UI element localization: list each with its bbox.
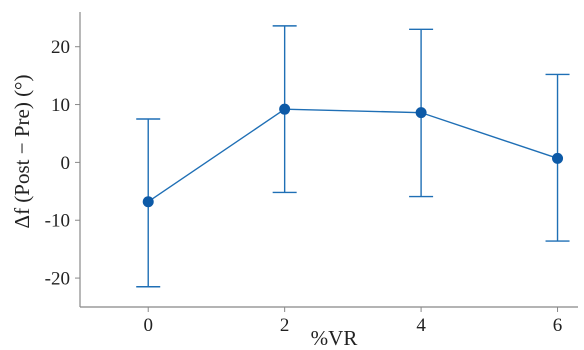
error-bars — [136, 25, 570, 288]
data-point — [142, 196, 154, 208]
x-tick-label: 2 — [280, 315, 290, 336]
data-point — [552, 152, 564, 164]
y-axis-title: Δf (Post − Pre) (°) — [10, 75, 34, 229]
data-point — [279, 103, 291, 115]
tick-labels: 0 2 4 6 -20 -10 0 10 20 — [45, 37, 563, 336]
y-tick-label: 0 — [61, 153, 71, 174]
series-line-layer — [147, 108, 558, 203]
x-axis-title: %VR — [311, 326, 358, 350]
y-tick-label: -20 — [45, 269, 70, 290]
y-tick-label: 10 — [51, 95, 70, 116]
y-tick-label: 20 — [51, 37, 70, 58]
data-points — [142, 103, 564, 208]
x-tick-label: 0 — [143, 315, 153, 336]
series-line — [147, 108, 558, 203]
data-point — [415, 107, 427, 119]
x-tick-label: 6 — [553, 315, 563, 336]
y-tick-label: -10 — [45, 211, 70, 232]
axes — [79, 12, 578, 308]
x-tick-label: 4 — [416, 315, 426, 336]
